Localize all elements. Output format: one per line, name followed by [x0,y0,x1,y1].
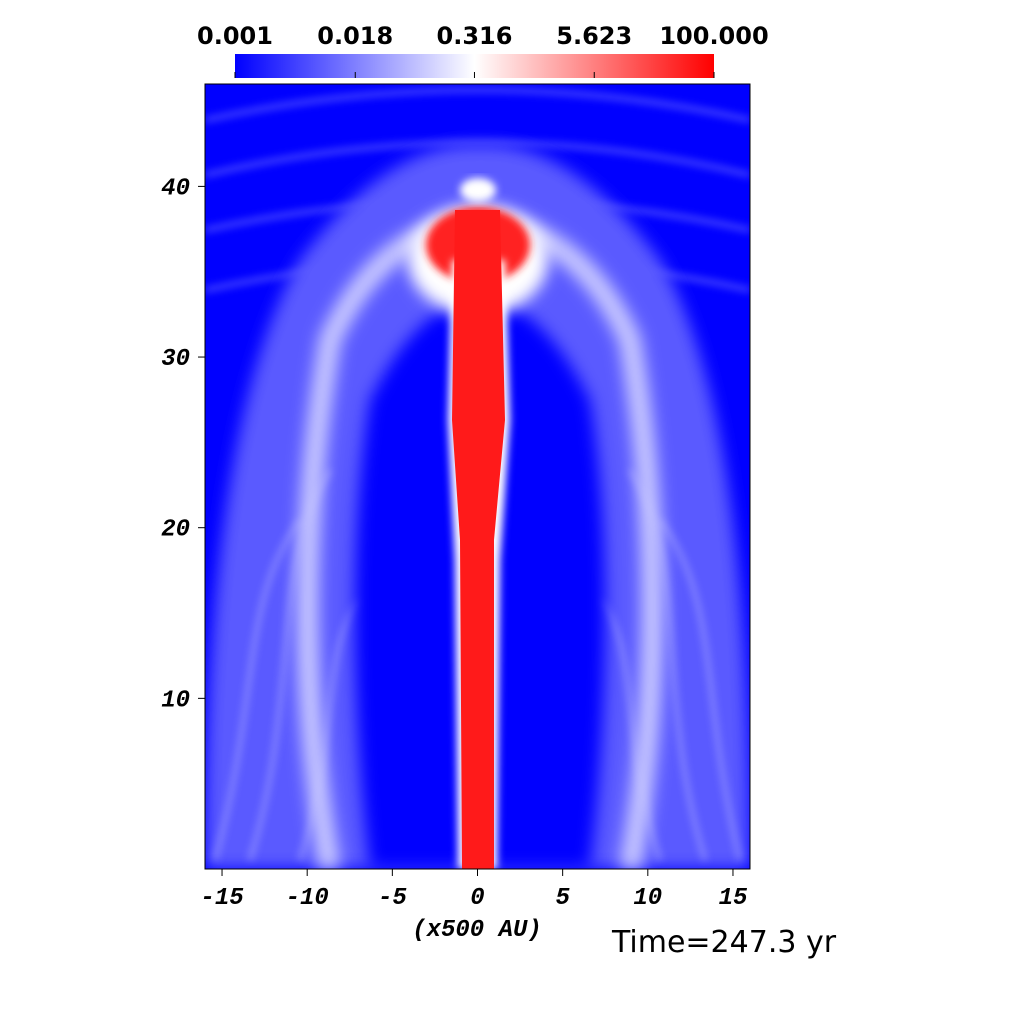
x-tick-label: 10 [633,885,662,912]
y-tick-label: 20 [161,517,190,544]
x-axis-label: (x500 AU) [412,917,542,944]
x-tick-label: 0 [470,885,484,912]
colorbar-tick-label: 5.623 [556,22,632,50]
x-tick-label: 15 [719,885,748,912]
y-tick-label: 10 [161,687,190,714]
x-tick-label: 5 [555,885,570,912]
field-image [205,84,750,869]
colorbar-tick-label: 0.018 [317,22,393,50]
colorbar-tick-label: 0.001 [197,22,273,50]
colorbar-tick-label: 0.316 [437,22,513,50]
x-tick-label: -15 [200,885,244,912]
time-annotation: Time=247.3 yr [611,925,837,960]
colorbar-tick-label: 100.000 [659,22,768,50]
y-tick-label: 40 [161,175,190,202]
y-tick-label: 30 [161,346,190,373]
x-tick-label: -5 [378,885,407,912]
x-tick-label: -10 [286,885,329,912]
